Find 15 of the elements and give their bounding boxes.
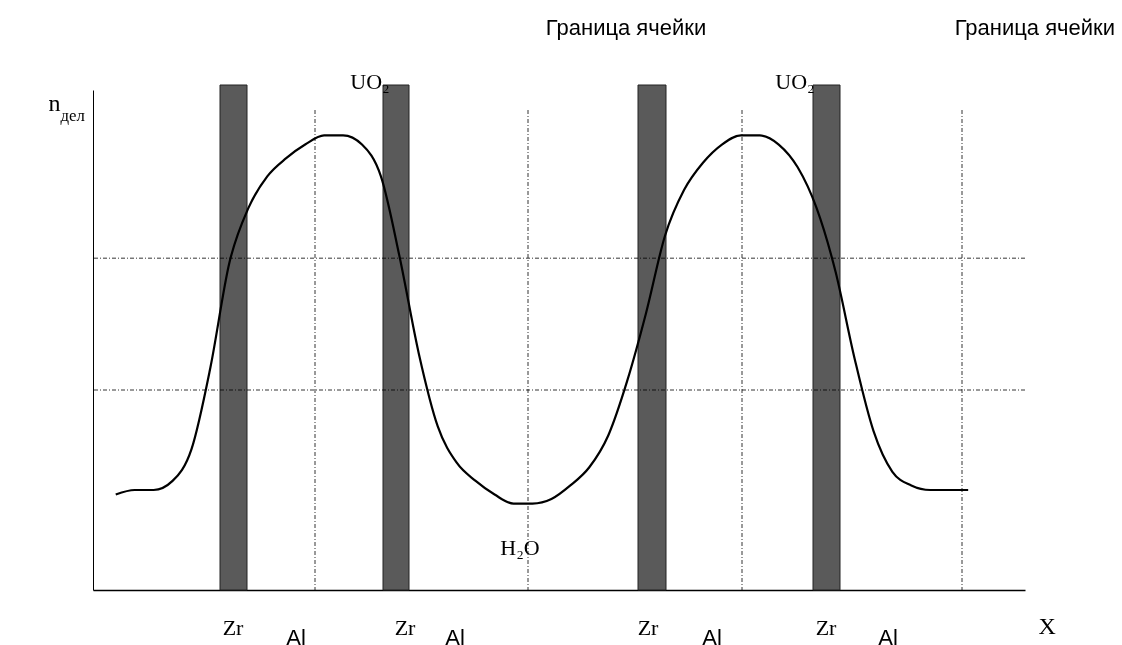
text: Al <box>878 625 898 645</box>
y-axis-title: n$_{дел}$ <box>48 89 85 124</box>
annotation: H₂O <box>500 535 540 560</box>
text: UO₂ <box>350 69 390 94</box>
text: Граница ячейки <box>545 15 707 40</box>
text: Al <box>702 625 722 645</box>
text: Zr <box>637 615 660 640</box>
text: UO₂ <box>775 69 815 94</box>
text: Zr <box>222 615 245 640</box>
text: Al <box>445 625 465 645</box>
text: Zr <box>394 615 417 640</box>
x-axis-title: X <box>1038 612 1056 639</box>
text: Zr <box>815 615 838 640</box>
text: Граница ячейки <box>954 15 1115 40</box>
text: Al <box>286 625 306 645</box>
